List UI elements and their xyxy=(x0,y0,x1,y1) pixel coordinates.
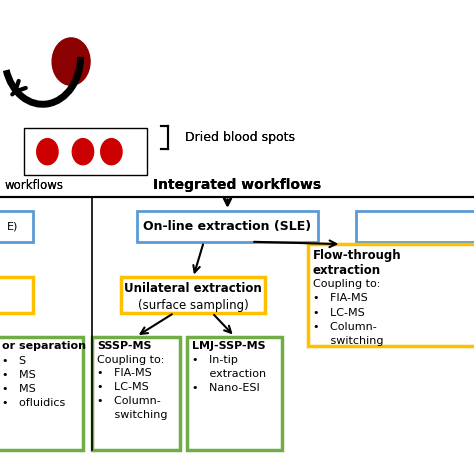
Text: •   In-tip: • In-tip xyxy=(192,355,238,365)
Text: Coupling to:: Coupling to: xyxy=(313,279,380,289)
Bar xyxy=(0,0,474,197)
Text: •   MS: • MS xyxy=(2,384,36,394)
Text: •   S: • S xyxy=(2,356,27,365)
Text: extraction: extraction xyxy=(192,369,266,379)
Text: Flow-through: Flow-through xyxy=(313,249,401,262)
Ellipse shape xyxy=(100,138,122,165)
Text: •   FIA-MS: • FIA-MS xyxy=(313,293,368,303)
Ellipse shape xyxy=(72,138,93,165)
Text: •   Column-: • Column- xyxy=(313,322,376,332)
Bar xyxy=(0,211,33,242)
Text: or separation: or separation xyxy=(2,341,86,351)
Text: •   LC-MS: • LC-MS xyxy=(97,382,149,392)
Text: •   Column-: • Column- xyxy=(97,396,161,406)
Text: workflows: workflows xyxy=(5,179,64,192)
Text: •   MS: • MS xyxy=(2,370,36,380)
Ellipse shape xyxy=(52,38,90,85)
Text: switching: switching xyxy=(97,410,168,420)
Text: (surface sampling): (surface sampling) xyxy=(138,299,248,311)
Ellipse shape xyxy=(37,138,58,165)
Bar xyxy=(121,277,265,313)
Bar xyxy=(137,211,318,242)
Text: Dried blood spots: Dried blood spots xyxy=(185,131,295,144)
Text: SSSP-MS: SSSP-MS xyxy=(97,341,152,351)
Text: •   FIA-MS: • FIA-MS xyxy=(97,368,152,378)
Bar xyxy=(187,337,282,450)
Text: On-line extraction (SLE): On-line extraction (SLE) xyxy=(144,220,311,233)
Bar xyxy=(356,211,474,242)
Text: •   LC-MS: • LC-MS xyxy=(313,308,365,318)
Text: Unilateral extraction: Unilateral extraction xyxy=(124,282,262,295)
Text: extraction: extraction xyxy=(313,264,381,277)
Bar xyxy=(0,277,33,313)
Text: switching: switching xyxy=(313,336,383,346)
Text: workflows: workflows xyxy=(5,179,64,192)
Text: LMJ-SSP-MS: LMJ-SSP-MS xyxy=(192,341,265,351)
Text: •   Nano-ESI: • Nano-ESI xyxy=(192,383,260,393)
Text: Integrated workflows: Integrated workflows xyxy=(153,178,321,192)
Text: •   ofluidics: • ofluidics xyxy=(2,398,65,408)
Bar xyxy=(24,128,147,175)
Bar xyxy=(308,244,474,346)
Text: Integrated workflows: Integrated workflows xyxy=(153,178,321,192)
Text: Dried blood spots: Dried blood spots xyxy=(185,131,295,144)
Text: Coupling to:: Coupling to: xyxy=(97,355,164,365)
Bar xyxy=(0,337,83,450)
Text: E): E) xyxy=(7,221,18,231)
Bar xyxy=(92,337,180,450)
